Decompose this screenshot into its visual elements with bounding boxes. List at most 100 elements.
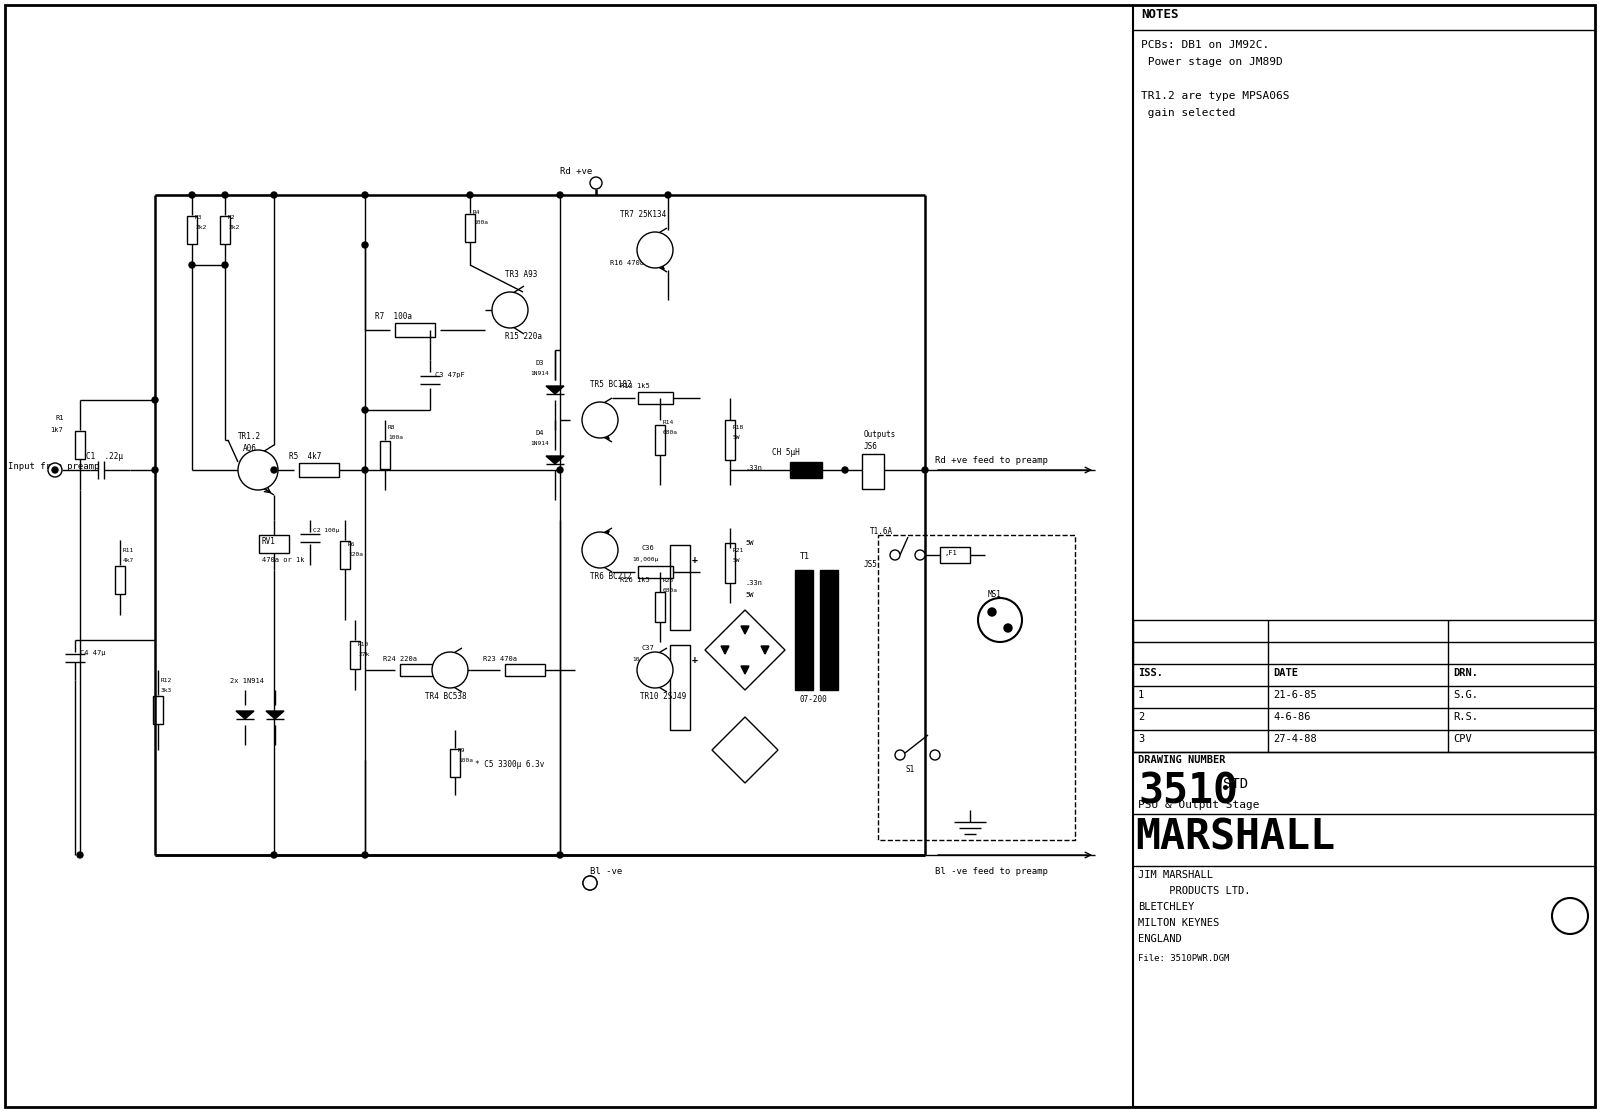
Text: +: + <box>691 555 698 565</box>
Bar <box>941 547 970 563</box>
Text: JIM MARSHALL: JIM MARSHALL <box>1138 870 1213 880</box>
Text: .33n: .33n <box>746 465 762 471</box>
Text: CH 5µH: CH 5µH <box>771 448 800 457</box>
Text: 100a: 100a <box>387 435 403 440</box>
Bar <box>115 566 125 594</box>
Circle shape <box>582 403 618 438</box>
Text: S1: S1 <box>906 765 914 774</box>
Text: R5  4k7: R5 4k7 <box>290 451 322 461</box>
Text: 3: 3 <box>1138 734 1144 744</box>
Bar <box>670 545 690 631</box>
Text: Input from preamp: Input from preamp <box>8 461 99 471</box>
Text: TR6 BC212: TR6 BC212 <box>590 572 632 580</box>
Circle shape <box>989 608 995 616</box>
Text: 1: 1 <box>1138 691 1144 699</box>
Circle shape <box>582 876 597 890</box>
Text: R16 470a: R16 470a <box>610 260 643 266</box>
Text: 100a: 100a <box>458 758 474 763</box>
Text: Rd +ve: Rd +ve <box>560 167 592 176</box>
Text: 1N914: 1N914 <box>530 371 549 376</box>
Text: Bl -ve feed to preamp: Bl -ve feed to preamp <box>934 867 1048 876</box>
Text: gain selected: gain selected <box>1141 108 1235 118</box>
Text: CPV: CPV <box>1453 734 1472 744</box>
Text: 27-4-88: 27-4-88 <box>1274 734 1317 744</box>
Circle shape <box>915 550 925 560</box>
Text: R13 1k5: R13 1k5 <box>621 383 650 389</box>
Text: R11: R11 <box>123 548 134 553</box>
Bar <box>75 431 85 459</box>
Text: R4: R4 <box>474 210 480 215</box>
Circle shape <box>189 262 195 268</box>
Text: JS5: JS5 <box>864 560 878 569</box>
Text: 27k: 27k <box>358 652 370 657</box>
Text: Bl -ve: Bl -ve <box>590 867 622 876</box>
Text: ENGLAND: ENGLAND <box>1138 934 1182 944</box>
Circle shape <box>590 177 602 189</box>
Circle shape <box>432 652 467 688</box>
Text: TR1.2 are type MPSA06S: TR1.2 are type MPSA06S <box>1141 91 1290 101</box>
Text: PCBs: DB1 on JM92C.: PCBs: DB1 on JM92C. <box>1141 40 1269 50</box>
Circle shape <box>922 467 928 473</box>
Text: DB1: DB1 <box>733 742 747 751</box>
Bar <box>466 214 475 242</box>
Text: TR7 25K134: TR7 25K134 <box>621 210 666 219</box>
Bar <box>395 322 435 337</box>
Bar <box>450 749 461 777</box>
Bar <box>725 420 734 460</box>
Text: C2 100µ: C2 100µ <box>314 528 339 533</box>
Text: R7  100a: R7 100a <box>374 312 413 321</box>
Text: +: + <box>691 655 698 665</box>
Text: .33n: .33n <box>746 580 762 586</box>
Circle shape <box>637 232 674 268</box>
Bar <box>795 570 813 691</box>
Bar <box>725 543 734 583</box>
Text: 2x 1N914: 2x 1N914 <box>230 678 264 684</box>
Bar <box>381 441 390 469</box>
Text: ,F1: ,F1 <box>946 550 958 556</box>
Text: S.G.: S.G. <box>1453 691 1478 699</box>
Text: R14: R14 <box>662 420 674 425</box>
Bar <box>187 216 197 244</box>
Text: 10,000µ: 10,000µ <box>632 657 658 662</box>
Bar <box>339 542 350 569</box>
Bar <box>506 664 546 676</box>
Circle shape <box>1005 624 1013 632</box>
Polygon shape <box>706 610 786 691</box>
Text: R3: R3 <box>195 215 203 220</box>
Text: MS1: MS1 <box>989 590 1002 599</box>
Circle shape <box>582 532 618 568</box>
Polygon shape <box>741 626 749 634</box>
Circle shape <box>270 852 277 858</box>
Text: 07-200: 07-200 <box>800 695 827 704</box>
Text: D4: D4 <box>534 430 544 436</box>
Circle shape <box>362 242 368 248</box>
Text: R21: R21 <box>733 548 744 553</box>
Circle shape <box>557 852 563 858</box>
Text: MILTON KEYNES: MILTON KEYNES <box>1138 919 1219 929</box>
Circle shape <box>493 292 528 328</box>
Text: 10,000µ: 10,000µ <box>632 557 658 562</box>
Text: 4k7: 4k7 <box>123 558 134 563</box>
Text: DRN.: DRN. <box>1453 668 1478 678</box>
Text: 2k2: 2k2 <box>229 225 240 230</box>
Text: R23 470a: R23 470a <box>483 656 517 662</box>
Text: R18: R18 <box>733 425 744 430</box>
Text: R25: R25 <box>662 578 674 583</box>
Text: ISS.: ISS. <box>1138 668 1163 678</box>
Polygon shape <box>237 711 254 719</box>
Circle shape <box>270 467 277 473</box>
Circle shape <box>978 598 1022 642</box>
Text: C: C <box>1565 909 1573 922</box>
Text: R9: R9 <box>458 748 466 753</box>
Text: 2k2: 2k2 <box>195 225 206 230</box>
Circle shape <box>222 262 229 268</box>
Text: TR10 2SJ49: TR10 2SJ49 <box>640 692 686 701</box>
Text: 470a or 1k: 470a or 1k <box>262 557 304 563</box>
Text: R15 220a: R15 220a <box>506 332 542 341</box>
Bar <box>400 664 440 676</box>
Circle shape <box>189 192 195 198</box>
Text: BR82: BR82 <box>728 638 747 647</box>
Text: TR4 BC538: TR4 BC538 <box>426 692 467 701</box>
Text: PRODUCTS LTD.: PRODUCTS LTD. <box>1138 886 1251 896</box>
Circle shape <box>930 749 941 759</box>
